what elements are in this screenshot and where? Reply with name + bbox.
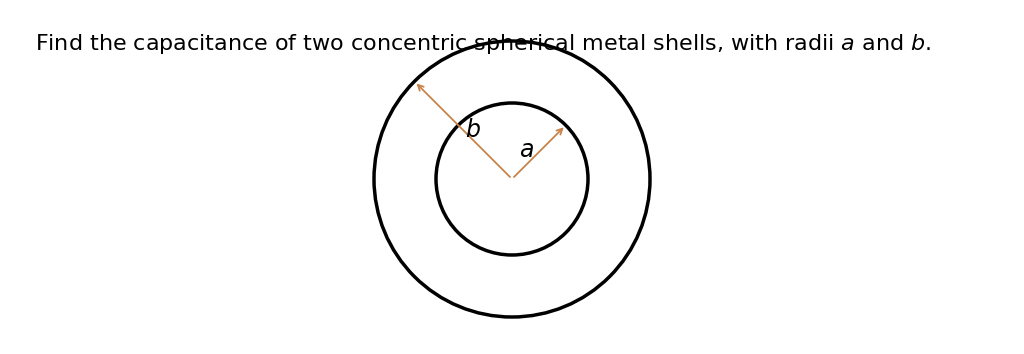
Text: $a$: $a$ [519, 139, 534, 162]
Text: $b$: $b$ [465, 119, 481, 142]
Text: Find the capacitance of two concentric spherical metal shells, with radii $a$ an: Find the capacitance of two concentric s… [35, 32, 931, 56]
